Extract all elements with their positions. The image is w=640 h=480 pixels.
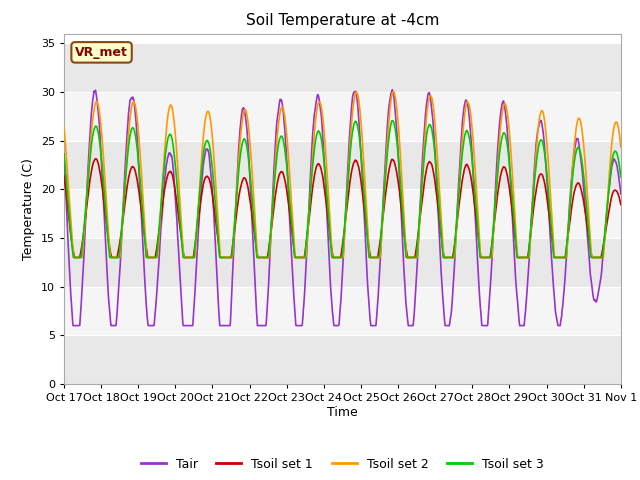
- X-axis label: Time: Time: [327, 406, 358, 419]
- Y-axis label: Temperature (C): Temperature (C): [22, 158, 35, 260]
- Bar: [64, 43, 621, 92]
- Text: VR_met: VR_met: [75, 46, 128, 59]
- Bar: [64, 189, 621, 238]
- Bar: [64, 238, 621, 287]
- Bar: [64, 287, 621, 336]
- Bar: [64, 336, 621, 384]
- Legend: Tair, Tsoil set 1, Tsoil set 2, Tsoil set 3: Tair, Tsoil set 1, Tsoil set 2, Tsoil se…: [136, 453, 549, 476]
- Title: Soil Temperature at -4cm: Soil Temperature at -4cm: [246, 13, 439, 28]
- Bar: [64, 92, 621, 141]
- Bar: [64, 141, 621, 189]
